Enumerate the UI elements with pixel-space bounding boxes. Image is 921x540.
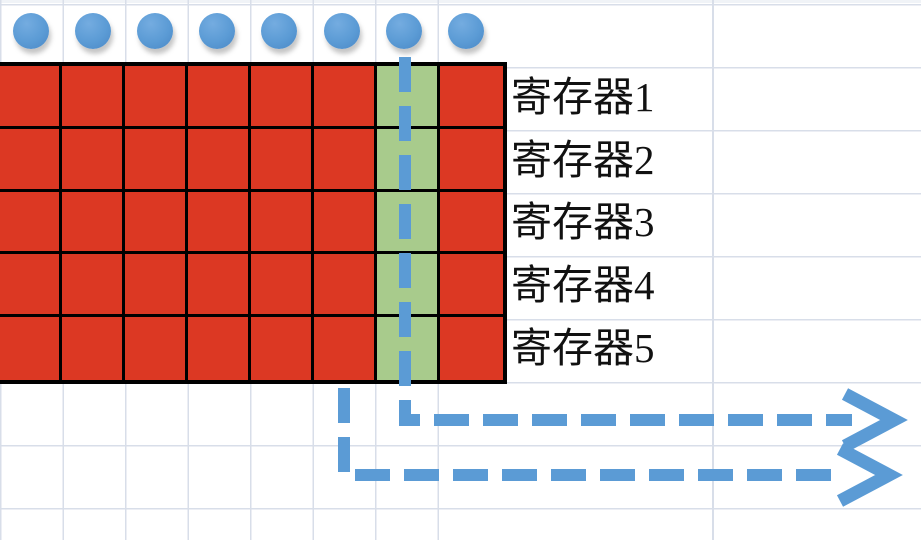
grid-cell [125,191,188,255]
circle-dot-icon [75,13,112,49]
grid-cell-highlighted [377,317,440,380]
grid-cell-highlighted [377,254,440,318]
grid-cell [188,66,251,129]
grid-cell [62,128,125,192]
grid-cell-highlighted [377,191,440,255]
grid-cell-highlighted [377,128,440,192]
grid-cell [251,254,314,318]
register-label: 寄存器1 [511,73,655,120]
register-label: 寄存器3 [511,199,655,246]
grid-cell [440,191,503,255]
register-label: 寄存器2 [511,136,655,183]
grid-cell [0,66,62,129]
grid-cell [125,128,188,192]
grid-cell [0,254,62,318]
grid-cell [314,317,377,380]
grid-cell [188,191,251,255]
grid-cell [251,128,314,192]
grid-cell [314,128,377,192]
grid-cell [314,66,377,129]
register-grid [0,62,507,384]
grid-cell [62,254,125,318]
circle-dot-icon [199,13,236,49]
grid-cell [0,128,62,192]
grid-cell [62,317,125,380]
grid-cell [125,66,188,129]
register-label: 寄存器4 [511,262,655,309]
grid-cell-highlighted [377,66,440,129]
grid-cell [314,254,377,318]
grid-cell [440,128,503,192]
grid-cell [125,254,188,318]
sheet-gridline-vertical-right [712,0,714,540]
circle-dot-icon [323,13,360,49]
grid-cell [0,191,62,255]
grid-cell [314,191,377,255]
grid-cell [440,317,503,380]
circle-dot-icon [137,13,174,49]
circle-dot-icon [261,13,298,49]
grid-cell [188,317,251,380]
grid-cell [188,128,251,192]
circle-dot-icon [447,13,484,49]
grid-cell [62,66,125,129]
circle-dot-icon [13,13,49,49]
grid-cell [251,66,314,129]
grid-cell [125,317,188,380]
grid-cell [0,317,62,380]
grid-cell [62,191,125,255]
grid-cell [251,191,314,255]
grid-cell [440,254,503,318]
grid-cell [440,66,503,129]
register-label: 寄存器5 [511,325,655,372]
circle-dot-icon [385,13,422,49]
grid-cell [188,254,251,318]
grid-cell [251,317,314,380]
